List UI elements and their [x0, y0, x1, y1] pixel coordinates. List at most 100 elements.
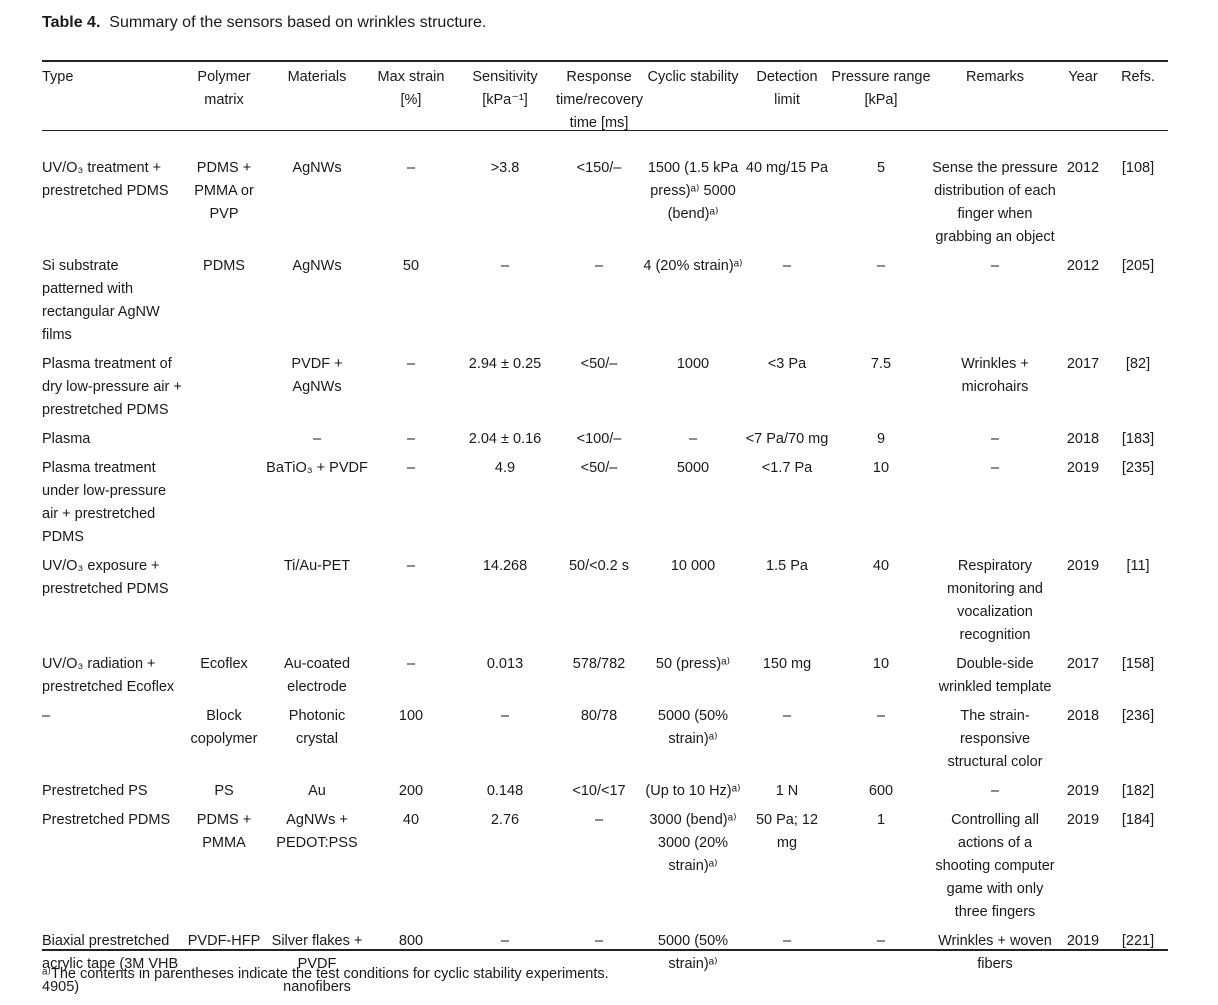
header-rule — [42, 130, 1168, 131]
table-row: Prestretched PS PS Au 200 0.148 <10/<17 (Up to… — [42, 780, 1168, 809]
cell-polymer: PDMS + PMMA — [196, 812, 252, 851]
cell-type: Plasma treatment under low-pressure air … — [42, 460, 167, 545]
cell-detection: <1.7 Pa — [761, 460, 813, 476]
cell-max-strain: 200 — [398, 783, 424, 799]
cell-year: 2018 — [1066, 431, 1100, 447]
cell-max-strain: – — [406, 656, 416, 672]
sensor-table: Type Polymer matrix Materials Max strain… — [42, 66, 1168, 1005]
cell-detection: – — [782, 708, 792, 724]
cell-cyclic: 3000 (bend)ᵃ⁾ 3000 (20% strain)ᵃ⁾ — [649, 812, 737, 874]
cell-sensitivity: 0.013 — [486, 656, 524, 672]
cell-refs: [158] — [1121, 656, 1155, 672]
cell-max-strain: 50 — [402, 258, 420, 274]
cell-polymer — [182, 555, 266, 653]
cell-detection: <7 Pa/70 mg — [745, 431, 829, 447]
cell-sensitivity: – — [500, 933, 510, 949]
cell-polymer — [182, 457, 266, 555]
cell-remarks: Respiratory monitoring and vocalization … — [947, 558, 1043, 643]
cell-refs: [82] — [1125, 356, 1151, 372]
cell-remarks: Sense the pressure distribution of each … — [932, 160, 1058, 245]
table-row: Prestretched PDMS PDMS + PMMA AgNWs + PEDO… — [42, 809, 1168, 930]
cell-refs: [183] — [1121, 431, 1155, 447]
cell-remarks: – — [990, 258, 1000, 274]
table-row: – Block copolymer Photonic crystal 100 – 80/7… — [42, 705, 1168, 780]
cell-remarks: – — [990, 431, 1000, 447]
cell-materials: Silver flakes + PVDF nanofibers — [271, 933, 363, 995]
cell-pressure: 40 — [872, 558, 890, 574]
cell-refs: [11] — [1126, 558, 1150, 574]
cell-year: 2019 — [1066, 460, 1100, 476]
cell-detection: 1.5 Pa — [766, 558, 808, 574]
cell-detection: – — [782, 933, 792, 949]
cell-response: – — [594, 812, 604, 828]
col-type: Type — [42, 69, 74, 85]
cell-cyclic: – — [688, 431, 698, 447]
cell-pressure: – — [876, 933, 886, 949]
cell-detection: 50 Pa; 12 mg — [755, 812, 819, 851]
cell-detection: 150 mg — [762, 656, 812, 672]
cell-max-strain: 100 — [398, 708, 424, 724]
cell-detection: – — [782, 258, 792, 274]
cell-sensitivity: 14.268 — [482, 558, 528, 574]
cell-materials: AgNWs — [292, 258, 342, 274]
header-row: Type Polymer matrix Materials Max strain… — [42, 66, 1168, 145]
cell-response: <100/– — [576, 431, 622, 447]
cell-max-strain: – — [406, 431, 416, 447]
cell-type: UV/O₃ radiation + prestretched Ecoflex — [42, 656, 175, 695]
table-body: UV/O₃ treatment + prestretched PDMS PDMS … — [42, 145, 1168, 1005]
cell-materials: – — [312, 431, 322, 447]
col-year: Year — [1068, 69, 1098, 85]
col-cyclic: Cyclic stability — [647, 69, 739, 85]
cell-materials: PVDF + AgNWs — [291, 356, 343, 395]
col-refs: Refs. — [1121, 69, 1155, 85]
cell-polymer: Block copolymer — [190, 708, 258, 747]
col-detection: Detection limit — [756, 69, 818, 108]
cell-year: 2019 — [1066, 812, 1100, 828]
cell-sensitivity: – — [500, 258, 510, 274]
cell-year: 2017 — [1066, 656, 1100, 672]
cell-polymer — [182, 428, 266, 457]
cell-detection: 40 mg/15 Pa — [745, 160, 829, 176]
col-remarks: Remarks — [965, 69, 1024, 85]
cell-remarks: – — [990, 460, 1000, 476]
cell-response: <50/– — [580, 356, 618, 372]
cell-pressure: 7.5 — [870, 356, 892, 372]
table-label: Table 4. — [42, 14, 101, 31]
cell-response: 80/78 — [580, 708, 618, 724]
cell-type: Plasma — [42, 431, 91, 447]
table-row: UV/O₃ exposure + prestretched PDMS Ti/Au-… — [42, 555, 1168, 653]
cell-cyclic: (Up to 10 Hz)ᵃ⁾ — [645, 783, 741, 799]
cell-response: <10/<17 — [572, 783, 626, 799]
cell-year: 2018 — [1066, 708, 1100, 724]
cell-year: 2019 — [1066, 783, 1100, 799]
table-row: Biaxial prestretched acrylic tape (3M VH… — [42, 930, 1168, 1005]
cell-cyclic: 50 (press)ᵃ⁾ — [655, 656, 731, 672]
table-row: Si substrate patterned with rectangular … — [42, 255, 1168, 353]
cell-sensitivity: 4.9 — [494, 460, 516, 476]
cell-refs: [184] — [1121, 812, 1155, 828]
cell-year: 2012 — [1066, 258, 1100, 274]
cell-refs: [236] — [1121, 708, 1155, 724]
cell-detection: 1 N — [775, 783, 799, 799]
cell-pressure: 5 — [876, 160, 886, 176]
cell-cyclic: 1500 (1.5 kPa press)ᵃ⁾ 5000 (bend)ᵃ⁾ — [647, 160, 739, 222]
cell-cyclic: 10 000 — [670, 558, 716, 574]
cell-remarks: Wrinkles + microhairs — [961, 356, 1029, 395]
cell-remarks: Controlling all actions of a shooting co… — [935, 812, 1055, 920]
cell-cyclic: 5000 (50% strain)ᵃ⁾ — [657, 933, 729, 972]
cell-remarks: Wrinkles + woven fibers — [938, 933, 1052, 972]
col-response: Response time/recovery time [ms] — [556, 69, 644, 131]
cell-type: Prestretched PDMS — [42, 812, 171, 828]
cell-materials: Au-coated electrode — [283, 656, 351, 695]
cell-max-strain: 800 — [398, 933, 424, 949]
cell-year: 2019 — [1066, 933, 1100, 949]
cell-refs: [205] — [1121, 258, 1155, 274]
cell-year: 2012 — [1066, 160, 1100, 176]
footnote: ᵃ⁾The contents in parentheses indicate t… — [42, 966, 609, 982]
cell-max-strain: – — [406, 160, 416, 176]
cell-pressure: – — [876, 258, 886, 274]
cell-detection: <3 Pa — [767, 356, 807, 372]
cell-cyclic: 5000 — [676, 460, 710, 476]
cell-response: 578/782 — [572, 656, 626, 672]
table-caption: Table 4. Summary of the sensors based on… — [42, 14, 486, 32]
